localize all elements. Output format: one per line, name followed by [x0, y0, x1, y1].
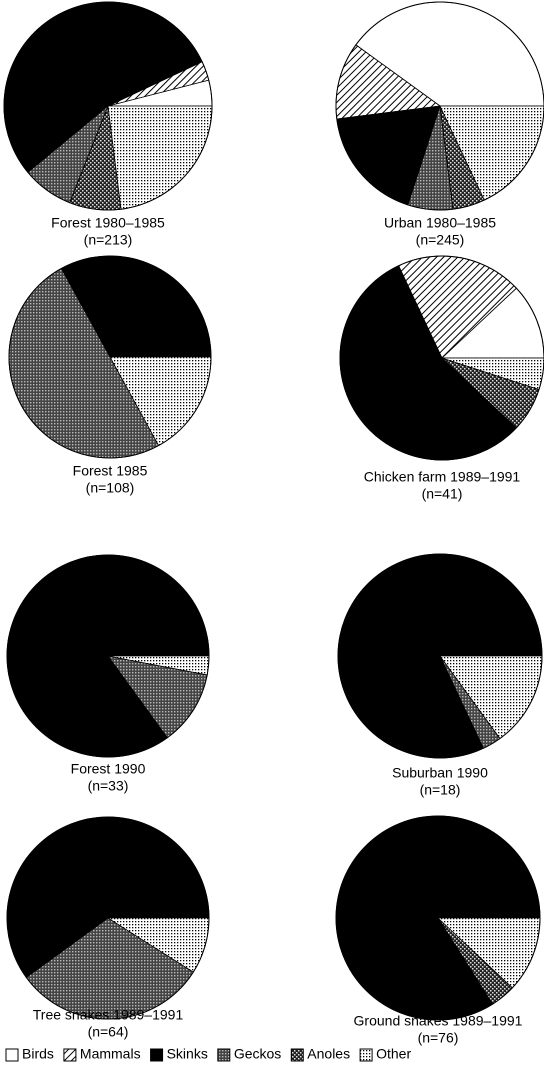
pie-title: Forest 1990 — [71, 761, 146, 777]
legend-swatch — [217, 1048, 231, 1062]
pie-outline — [339, 255, 544, 461]
pie-subtitle: (n=64) — [88, 1024, 129, 1040]
pie-title: Suburban 1990 — [392, 765, 488, 781]
legend-swatch — [5, 1048, 19, 1062]
pie-title: Chicken farm 1989–1991 — [364, 469, 521, 485]
legend-label: Skinks — [167, 1046, 208, 1062]
pie-slice — [107, 105, 213, 210]
pie-subtitle: (n=76) — [418, 1030, 459, 1046]
pie-title: Ground snakes 1989–1991 — [354, 1013, 523, 1029]
legend-label: Birds — [22, 1046, 54, 1062]
pie-outline — [335, 1, 544, 211]
pie-outline — [3, 1, 213, 211]
legend-label: Other — [376, 1046, 411, 1062]
legend-swatch — [63, 1048, 77, 1062]
pie-outline — [337, 553, 543, 759]
pie-subtitle: (n=213) — [84, 232, 133, 248]
legend-swatch — [359, 1048, 373, 1062]
pie-title: Forest 1985 — [73, 463, 148, 479]
legend-swatch — [290, 1048, 304, 1062]
legend-label: Geckos — [234, 1046, 281, 1062]
legend-label: Anoles — [307, 1046, 350, 1062]
pie-outline — [8, 255, 212, 459]
pie-outline — [335, 815, 541, 1021]
pie-outline — [6, 816, 210, 1020]
pie-subtitle: (n=18) — [420, 782, 461, 798]
pie-subtitle: (n=245) — [416, 232, 465, 248]
legend-label: Mammals — [80, 1046, 141, 1062]
pie-outline — [6, 554, 210, 758]
pie-title: Forest 1980–1985 — [51, 215, 165, 231]
pie-subtitle: (n=33) — [88, 778, 129, 794]
pie-title: Tree snakes 1989–1991 — [33, 1007, 184, 1023]
pie-title: Urban 1980–1985 — [384, 215, 496, 231]
pie-subtitle: (n=41) — [422, 486, 463, 502]
pie-subtitle: (n=108) — [86, 480, 135, 496]
legend-swatch — [150, 1048, 164, 1062]
